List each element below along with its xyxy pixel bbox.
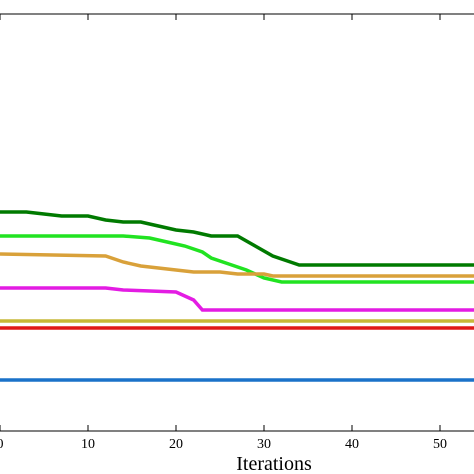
- x-tick-label: 0: [0, 437, 4, 452]
- series-line-1: [0, 210, 474, 267]
- x-tick-label: 40: [345, 437, 359, 452]
- x-axis-label: Iterations: [236, 453, 312, 474]
- series-group: [0, 210, 474, 382]
- series-line-4: [0, 286, 474, 312]
- x-tick-label: 20: [169, 437, 183, 452]
- series-line-2: [0, 234, 474, 284]
- series-line-3: [0, 252, 474, 278]
- x-tick-label: 10: [81, 437, 95, 452]
- x-tick-label: 50: [433, 437, 447, 452]
- x-tick-label: 30: [257, 437, 271, 452]
